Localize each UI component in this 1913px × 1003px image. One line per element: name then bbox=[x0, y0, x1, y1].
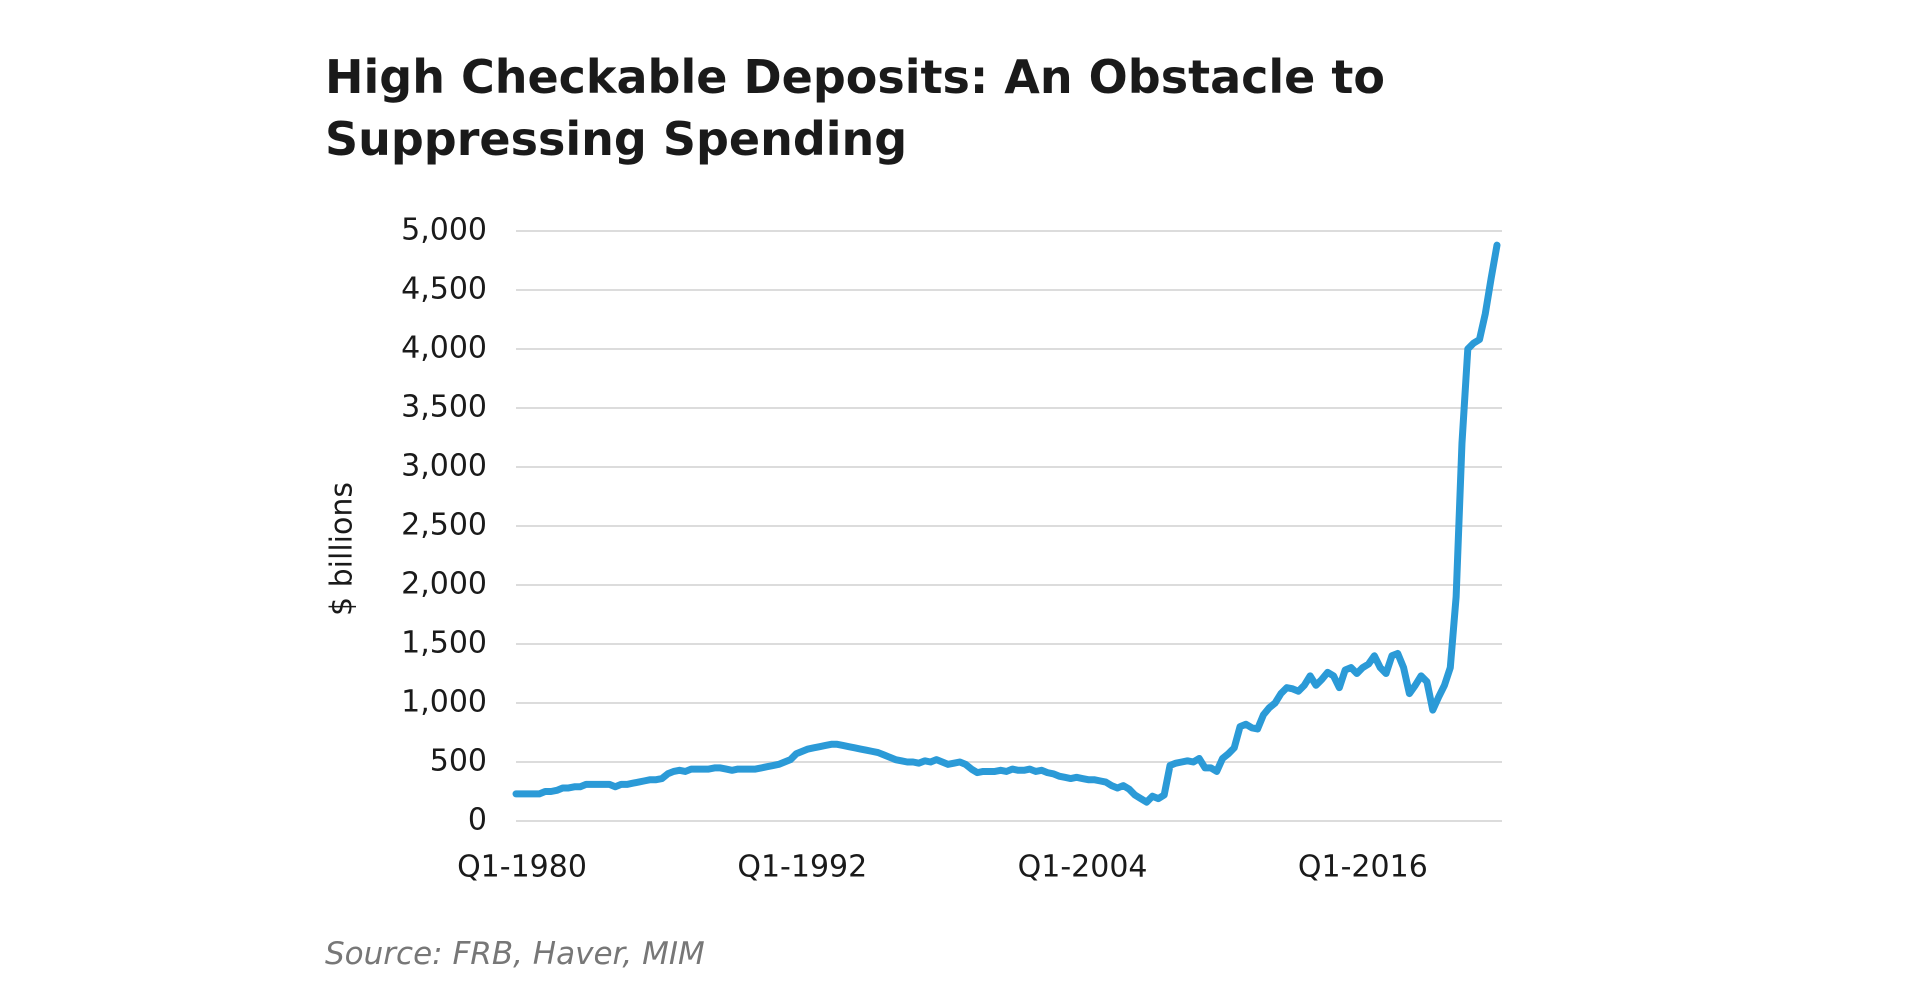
y-tick-label: 3,000 bbox=[401, 449, 487, 484]
x-tick-label: Q1-2016 bbox=[1298, 850, 1428, 885]
y-tick-label: 2,000 bbox=[401, 567, 487, 602]
data-line bbox=[512, 241, 1501, 806]
y-tick-label: 500 bbox=[430, 744, 487, 779]
y-tick-label: 1,000 bbox=[401, 685, 487, 720]
y-tick-label: 0 bbox=[468, 803, 487, 838]
chart-title: Suppressing Spending bbox=[325, 112, 907, 166]
y-tick-label: 1,500 bbox=[401, 626, 487, 661]
x-tick-label: Q1-1992 bbox=[737, 850, 867, 885]
y-tick-label: 4,000 bbox=[401, 331, 487, 366]
y-tick-label: 4,500 bbox=[401, 272, 487, 307]
y-tick-label: 5,000 bbox=[401, 213, 487, 248]
y-tick-label: 2,500 bbox=[401, 508, 487, 543]
source: Source: FRB, Haver, MIM bbox=[325, 936, 705, 972]
x-tick-label: Q1-1980 bbox=[457, 850, 587, 885]
y-axis-title: $ billions bbox=[325, 482, 360, 616]
y-tick-label: 3,500 bbox=[401, 390, 487, 425]
x-tick-label: Q1-2004 bbox=[1018, 850, 1148, 885]
chart-title: High Checkable Deposits: An Obstacle to bbox=[325, 50, 1385, 104]
